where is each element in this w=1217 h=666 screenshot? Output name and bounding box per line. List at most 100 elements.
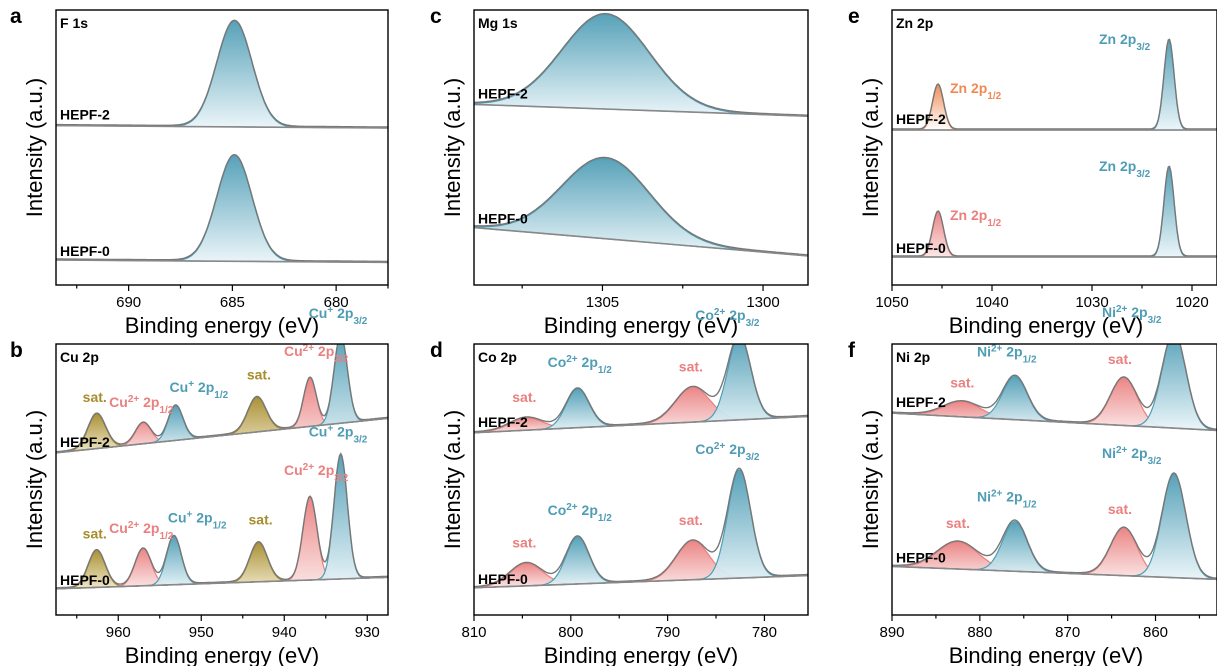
baseline-line <box>474 226 808 257</box>
baseline-line <box>56 417 388 454</box>
envelope-line <box>56 344 388 453</box>
peak-label: sat. <box>247 366 271 382</box>
peak-label: sat. <box>512 534 536 550</box>
panel-title: Mg 1s <box>478 15 518 31</box>
peak-label: Cu+ 2p3/2 <box>309 423 368 445</box>
x-axis-title: Binding energy (eV) <box>125 313 319 338</box>
x-tick-label: 880 <box>967 624 992 641</box>
x-tick-label: 960 <box>106 624 131 641</box>
peak-label: Cu2+ 2p1/2 <box>109 519 174 541</box>
plot-frame <box>55 9 389 286</box>
trace-label: HEPF-2 <box>60 434 110 450</box>
peak-label: sat. <box>950 375 974 391</box>
peak-label: sat. <box>679 358 703 374</box>
panel-d: d HEPF-2 sat. Co2+ 2p1/2 sat. Co2+ 2p3/2 HEPF-… <box>430 307 809 666</box>
baseline-line <box>56 124 388 129</box>
trace-label: HEPF-2 <box>478 85 528 101</box>
envelope-line <box>892 165 1217 257</box>
x-axis-title: Binding energy (eV) <box>949 313 1143 338</box>
peak-label: Ni2+ 2p1/2 <box>977 343 1037 365</box>
x-tick-label: 780 <box>752 624 777 641</box>
x-axis-title: Binding energy (eV) <box>949 643 1143 666</box>
peak-label: Ni2+ 2p3/2 <box>1102 304 1162 326</box>
envelope-line <box>56 452 388 589</box>
x-tick-label: 930 <box>355 624 380 641</box>
x-tick-label: 1050 <box>875 294 908 311</box>
trace-label: HEPF-0 <box>478 571 528 587</box>
panel-letter: c <box>430 5 442 28</box>
baseline-line <box>892 412 1217 432</box>
x-tick-label: 1305 <box>586 294 619 311</box>
envelope-line <box>892 38 1217 130</box>
panel-c: c HEPF-2 HEPF-0 Mg 1s 1305 1300 Binding energy… <box>430 5 809 338</box>
plot-area <box>474 12 808 257</box>
peak-label: Cu2+ 2p3/2 <box>284 343 349 365</box>
x-tick-label: 690 <box>116 294 141 311</box>
peak-label: sat. <box>83 389 107 405</box>
envelope-line <box>892 472 1217 579</box>
x-tick-label: 680 <box>324 294 349 311</box>
plot-area <box>56 344 388 590</box>
baseline-line <box>474 103 808 117</box>
y-axis-title: Intensity (a.u.) <box>858 78 883 217</box>
peak-label: Zn 2p3/2 <box>1099 158 1151 180</box>
peak-label: Zn 2p1/2 <box>950 207 1002 229</box>
baseline-line <box>56 576 388 590</box>
plot-frame <box>891 9 1217 286</box>
baseline-line <box>892 565 1217 581</box>
peak-label: Cu2+ 2p3/2 <box>284 462 349 484</box>
trace-label: HEPF-0 <box>896 240 946 256</box>
envelope-line <box>474 12 808 116</box>
y-axis-title: Intensity (a.u.) <box>858 410 883 549</box>
trace-label: HEPF-0 <box>478 211 528 227</box>
peak-label: sat. <box>946 515 970 531</box>
baseline-line <box>56 259 388 264</box>
plot-frame <box>891 343 1217 616</box>
peak-label: sat. <box>1108 351 1132 367</box>
panel-title: Cu 2p <box>60 349 99 365</box>
peak-label: Co2+ 2p3/2 <box>695 440 760 462</box>
envelope-line <box>56 19 388 128</box>
peak-label: Ni2+ 2p1/2 <box>977 488 1037 510</box>
baseline-line <box>474 415 808 434</box>
x-tick-label: 1020 <box>1175 294 1208 311</box>
peak-label: sat. <box>679 512 703 528</box>
y-axis-title: Intensity (a.u.) <box>22 410 47 549</box>
peak-label: Cu+ 2p1/2 <box>170 378 229 400</box>
x-tick-label: 685 <box>220 294 245 311</box>
x-tick-label: 1300 <box>746 294 779 311</box>
peak-label: Ni2+ 2p3/2 <box>1102 444 1162 466</box>
y-axis-title: Intensity (a.u.) <box>22 78 47 217</box>
x-tick-label: 810 <box>461 624 486 641</box>
peak-label: sat. <box>83 526 107 542</box>
baseline-line <box>474 574 808 589</box>
panel-letter: f <box>848 339 856 362</box>
trace-label: HEPF-0 <box>896 549 946 565</box>
trace-label: HEPF-2 <box>896 111 946 127</box>
peak-label: Co2+ 2p1/2 <box>548 502 613 524</box>
trace-label: HEPF-2 <box>896 394 946 410</box>
x-tick-label: 860 <box>1143 624 1168 641</box>
x-tick-label: 1040 <box>975 294 1008 311</box>
trace-label: HEPF-0 <box>60 243 110 259</box>
x-axis-title: Binding energy (eV) <box>544 313 738 338</box>
y-axis-title: Intensity (a.u.) <box>440 78 465 217</box>
x-tick-label: 940 <box>272 624 297 641</box>
plot-area <box>474 344 808 589</box>
trace-label: HEPF-2 <box>60 107 110 123</box>
peak-label: Zn 2p1/2 <box>950 80 1002 102</box>
x-tick-label: 800 <box>558 624 583 641</box>
panel-title: F 1s <box>60 15 88 31</box>
envelope-line <box>892 344 1217 430</box>
panel-title: Zn 2p <box>896 15 933 31</box>
plot-area <box>892 38 1217 258</box>
x-tick-label: 870 <box>1055 624 1080 641</box>
peak-label: Cu2+ 2p1/2 <box>109 394 174 416</box>
panel-letter: e <box>848 5 860 28</box>
peak-label: Cu+ 2p1/2 <box>168 509 227 531</box>
panel-letter: b <box>10 339 23 362</box>
